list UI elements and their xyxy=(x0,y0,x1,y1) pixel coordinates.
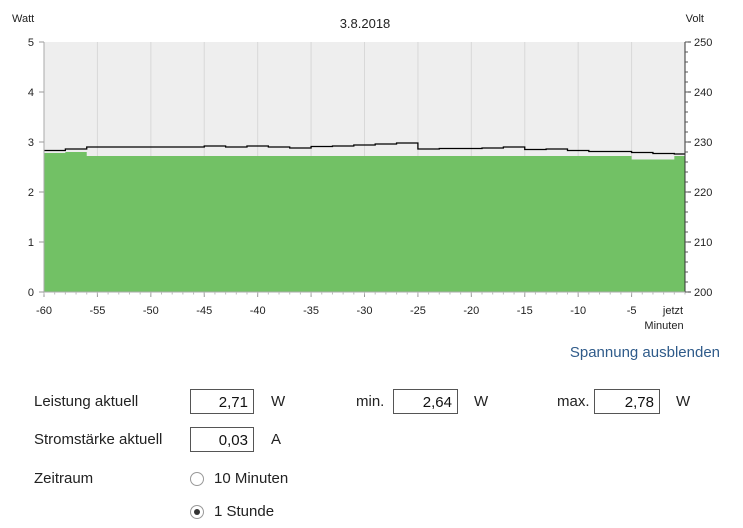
x-ticks: -60 -55 -50 -45 -40 -35 -30 -25 -20 -15 -10 -5 xyxy=(36,292,686,317)
voltage-line xyxy=(44,142,685,155)
power-current-field: 2,71 xyxy=(190,389,254,414)
left-tick-label: 5 xyxy=(28,37,34,49)
right-y-ticks: 200 210 220 230 240 250 xyxy=(685,37,712,299)
power-max-field: 2,78 xyxy=(594,389,660,414)
left-axis-label: Watt xyxy=(12,13,34,25)
x-tick-label: -45 xyxy=(196,305,212,317)
current-unit: A xyxy=(271,431,282,448)
x-axis-unit-label: Minuten xyxy=(644,320,683,332)
x-tick-label: -30 xyxy=(357,305,373,317)
right-tick-label: 240 xyxy=(694,87,712,99)
right-tick-label: 250 xyxy=(694,37,712,49)
chart-title: 3.8.2018 xyxy=(340,16,391,31)
x-tick-label: -20 xyxy=(463,305,479,317)
current-label: Stromstärke aktuell xyxy=(34,431,163,448)
x-tick-label: -35 xyxy=(303,305,319,317)
left-tick-label: 1 xyxy=(28,237,34,249)
x-tick-label: -15 xyxy=(517,305,533,317)
left-tick-label: 3 xyxy=(28,137,34,149)
left-tick-label: 0 xyxy=(28,287,34,299)
left-tick-label: 2 xyxy=(28,187,34,199)
right-tick-label: 210 xyxy=(694,237,712,249)
right-tick-label: 200 xyxy=(694,287,712,299)
power-label: Leistung aktuell xyxy=(34,393,139,410)
radio-1-hour[interactable] xyxy=(190,505,204,519)
right-tick-label: 230 xyxy=(694,137,712,149)
toggle-voltage-link[interactable]: Spannung ausblenden xyxy=(569,344,720,361)
power-max-label: max. xyxy=(557,393,590,410)
power-unit: W xyxy=(271,393,286,410)
x-tick-label: -10 xyxy=(570,305,586,317)
x-tick-label: -5 xyxy=(627,305,637,317)
x-tick-label: -50 xyxy=(143,305,159,317)
x-tick-label: -60 xyxy=(36,305,52,317)
timerange-label: Zeitraum xyxy=(34,470,94,487)
power-min-field: 2,64 xyxy=(393,389,458,414)
right-axis-label: Volt xyxy=(686,13,704,25)
power-chart: 3.8.2018 Watt Volt -60 -55 -50 -45 -40 -35 -30… xyxy=(12,13,712,332)
radio-10-minutes[interactable] xyxy=(190,472,204,486)
x-tick-label: -40 xyxy=(250,305,266,317)
power-min-unit: W xyxy=(474,393,489,410)
current-field: 0,03 xyxy=(190,427,254,452)
x-tick-label: -25 xyxy=(410,305,426,317)
x-axis-now-label: jetzt xyxy=(662,305,683,317)
left-tick-label: 4 xyxy=(28,87,34,99)
power-area xyxy=(44,152,685,292)
x-tick-label: -55 xyxy=(89,305,105,317)
left-y-ticks: 0 1 2 3 4 5 xyxy=(28,37,44,299)
power-min-label: min. xyxy=(356,393,385,410)
radio-10-minutes-label[interactable]: 10 Minuten xyxy=(214,470,289,487)
right-tick-label: 220 xyxy=(694,187,712,199)
radio-1-hour-label[interactable]: 1 Stunde xyxy=(214,503,275,520)
power-max-unit: W xyxy=(676,393,691,410)
